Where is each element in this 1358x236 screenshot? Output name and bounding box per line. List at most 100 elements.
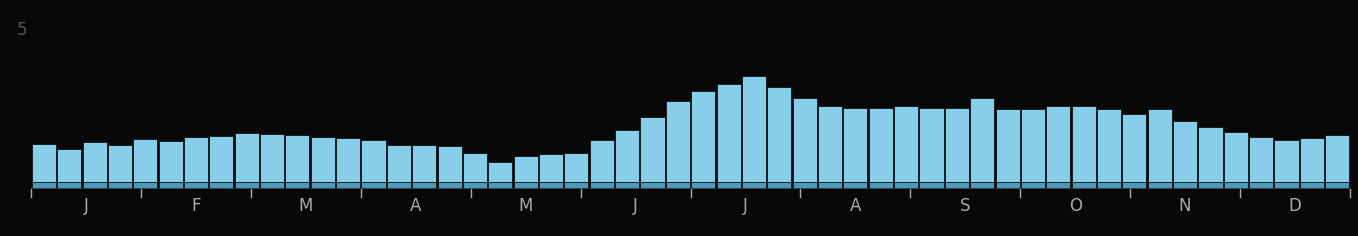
Bar xyxy=(133,182,158,189)
Bar xyxy=(665,101,690,182)
Bar xyxy=(463,182,488,189)
Bar xyxy=(361,140,386,182)
Bar xyxy=(767,87,792,182)
Bar xyxy=(539,182,564,189)
Bar xyxy=(919,182,944,189)
Bar xyxy=(337,182,360,189)
Bar xyxy=(513,182,538,189)
Bar xyxy=(311,182,335,189)
Bar xyxy=(513,156,538,182)
Bar xyxy=(387,182,411,189)
Bar xyxy=(159,182,183,189)
Bar xyxy=(83,142,106,182)
Bar xyxy=(1198,127,1222,182)
Bar xyxy=(767,182,792,189)
Bar xyxy=(235,182,259,189)
Bar xyxy=(285,182,310,189)
Bar xyxy=(641,182,664,189)
Bar xyxy=(1148,182,1172,189)
Bar xyxy=(691,182,716,189)
Bar xyxy=(1021,109,1044,182)
Bar xyxy=(1224,182,1248,189)
Bar xyxy=(1249,182,1274,189)
Bar xyxy=(843,182,868,189)
Bar xyxy=(869,108,892,182)
Bar xyxy=(1071,106,1096,182)
Bar xyxy=(107,182,132,189)
Bar xyxy=(83,182,106,189)
Bar xyxy=(209,182,234,189)
Bar xyxy=(57,182,81,189)
Bar xyxy=(183,182,208,189)
Bar xyxy=(894,106,918,182)
Bar xyxy=(1300,182,1324,189)
Bar xyxy=(311,137,335,182)
Bar xyxy=(57,149,81,182)
Bar xyxy=(1097,109,1122,182)
Bar xyxy=(1071,182,1096,189)
Bar xyxy=(413,182,436,189)
Bar xyxy=(665,182,690,189)
Bar xyxy=(259,182,284,189)
Bar xyxy=(285,135,310,182)
Bar xyxy=(843,108,868,182)
Bar xyxy=(1173,121,1198,182)
Bar xyxy=(818,106,842,182)
Bar xyxy=(1249,137,1274,182)
Bar xyxy=(1300,138,1324,182)
Bar xyxy=(133,139,158,182)
Bar xyxy=(1021,182,1044,189)
Bar xyxy=(1173,182,1198,189)
Bar xyxy=(818,182,842,189)
Bar xyxy=(337,138,360,182)
Bar xyxy=(565,153,588,182)
Bar xyxy=(1122,182,1146,189)
Bar xyxy=(437,182,462,189)
Bar xyxy=(869,182,892,189)
Bar xyxy=(413,144,436,182)
Bar xyxy=(717,182,740,189)
Bar xyxy=(691,91,716,182)
Bar xyxy=(793,98,816,182)
Bar xyxy=(1046,182,1070,189)
Bar xyxy=(489,182,512,189)
Bar xyxy=(589,182,614,189)
Bar xyxy=(615,130,640,182)
Bar xyxy=(209,136,234,182)
Bar xyxy=(945,182,968,189)
Bar xyxy=(259,134,284,182)
Bar xyxy=(235,133,259,182)
Bar xyxy=(1224,132,1248,182)
Bar xyxy=(1122,114,1146,182)
Bar xyxy=(995,182,1020,189)
Bar xyxy=(1325,135,1350,182)
Bar xyxy=(1046,106,1070,182)
Bar xyxy=(107,145,132,182)
Bar xyxy=(919,108,944,182)
Bar xyxy=(1325,182,1350,189)
Bar xyxy=(437,146,462,182)
Bar xyxy=(717,84,740,182)
Bar xyxy=(589,140,614,182)
Bar xyxy=(995,109,1020,182)
Bar xyxy=(1097,182,1122,189)
Bar xyxy=(159,141,183,182)
Bar xyxy=(489,162,512,182)
Bar xyxy=(945,108,968,182)
Bar xyxy=(31,182,56,189)
Bar xyxy=(361,182,386,189)
Bar xyxy=(894,182,918,189)
Bar xyxy=(641,117,664,182)
Bar xyxy=(970,182,994,189)
Bar xyxy=(793,182,816,189)
Bar xyxy=(1148,109,1172,182)
Bar xyxy=(1198,182,1222,189)
Bar xyxy=(539,154,564,182)
Bar xyxy=(387,144,411,182)
Bar xyxy=(31,144,56,182)
Bar xyxy=(1275,182,1298,189)
Bar xyxy=(615,182,640,189)
Bar xyxy=(565,182,588,189)
Bar xyxy=(183,137,208,182)
Bar xyxy=(1275,140,1298,182)
